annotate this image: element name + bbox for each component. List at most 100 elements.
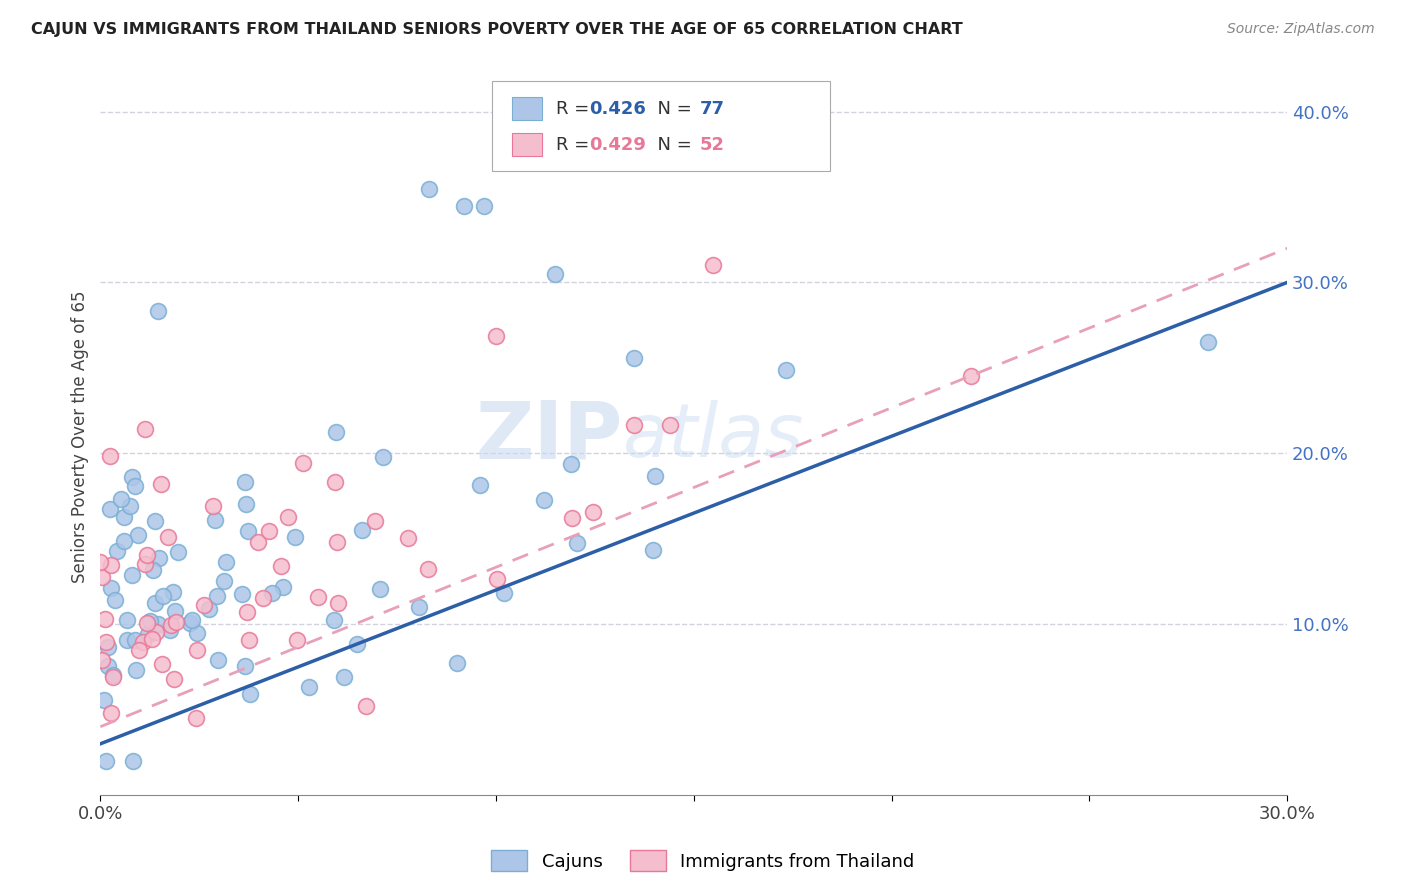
Point <box>141 632 163 646</box>
Point <box>658 417 681 432</box>
Point <box>238 524 260 539</box>
Point <box>702 259 724 273</box>
Point <box>181 613 204 627</box>
Point <box>90 570 112 584</box>
Point <box>94 612 117 626</box>
Point <box>201 500 224 514</box>
Point <box>284 530 307 544</box>
Text: R =: R = <box>555 100 595 118</box>
Point <box>193 598 215 612</box>
Point <box>326 535 349 549</box>
Point <box>485 328 508 343</box>
Point <box>231 587 253 601</box>
Text: 52: 52 <box>700 136 724 154</box>
Point <box>104 592 127 607</box>
FancyBboxPatch shape <box>512 134 541 156</box>
Point <box>453 198 475 212</box>
Point <box>246 534 269 549</box>
Point <box>565 535 588 549</box>
Legend: Cajuns, Immigrants from Thailand: Cajuns, Immigrants from Thailand <box>484 843 922 879</box>
Point <box>146 616 169 631</box>
Point <box>350 523 373 537</box>
Point <box>1197 335 1219 350</box>
Point <box>97 640 120 654</box>
Point <box>94 634 117 648</box>
Point <box>396 531 419 545</box>
Text: atlas: atlas <box>623 401 804 472</box>
Text: 0.426: 0.426 <box>589 100 647 118</box>
Point <box>121 568 143 582</box>
Point <box>132 635 155 649</box>
Point <box>252 591 274 605</box>
Point <box>368 582 391 597</box>
Point <box>560 511 582 525</box>
Point <box>184 711 207 725</box>
Point <box>204 512 226 526</box>
Point <box>90 653 112 667</box>
Text: N =: N = <box>647 100 697 118</box>
Point <box>371 450 394 464</box>
Point <box>486 572 509 586</box>
Text: Source: ZipAtlas.com: Source: ZipAtlas.com <box>1227 22 1375 37</box>
Point <box>446 656 468 670</box>
Text: ZIP: ZIP <box>475 397 623 475</box>
Point <box>101 668 124 682</box>
Point <box>236 605 259 619</box>
Point <box>128 643 150 657</box>
Point <box>136 626 159 640</box>
Point <box>98 502 121 516</box>
Point <box>418 181 440 195</box>
Point <box>262 585 284 599</box>
Point <box>179 616 201 631</box>
Point <box>533 492 555 507</box>
Point <box>100 558 122 572</box>
Point <box>416 562 439 576</box>
Point <box>115 633 138 648</box>
Point <box>544 267 567 281</box>
Point <box>97 659 120 673</box>
Point <box>560 458 582 472</box>
Point <box>259 524 281 538</box>
Point <box>307 590 329 604</box>
Point <box>287 633 309 648</box>
Point <box>775 363 797 377</box>
Point <box>143 596 166 610</box>
Point <box>146 303 169 318</box>
Point <box>141 563 163 577</box>
Point <box>100 581 122 595</box>
Point <box>959 369 981 384</box>
Point <box>145 624 167 639</box>
Point <box>472 198 495 212</box>
Point <box>167 544 190 558</box>
Point <box>98 449 121 463</box>
Point <box>328 596 350 610</box>
Point <box>186 643 208 657</box>
Point <box>100 706 122 721</box>
Point <box>197 602 219 616</box>
Point <box>118 499 141 513</box>
Point <box>291 456 314 470</box>
Point <box>127 528 149 542</box>
Point <box>492 586 515 600</box>
Point <box>159 623 181 637</box>
Point <box>186 625 208 640</box>
Point <box>110 491 132 506</box>
Point <box>354 698 377 713</box>
Point <box>156 530 179 544</box>
Point <box>163 672 186 686</box>
Point <box>623 351 645 366</box>
Point <box>239 687 262 701</box>
Point <box>143 514 166 528</box>
Point <box>105 543 128 558</box>
FancyBboxPatch shape <box>512 97 541 120</box>
Point <box>323 475 346 489</box>
Point <box>148 551 170 566</box>
Point <box>121 470 143 484</box>
Text: 77: 77 <box>700 100 724 118</box>
Text: CAJUN VS IMMIGRANTS FROM THAILAND SENIORS POVERTY OVER THE AGE OF 65 CORRELATION: CAJUN VS IMMIGRANTS FROM THAILAND SENIOR… <box>31 22 963 37</box>
Point <box>134 422 156 436</box>
Point <box>582 505 605 519</box>
Point <box>233 475 256 489</box>
Y-axis label: Seniors Poverty Over the Age of 65: Seniors Poverty Over the Age of 65 <box>72 290 89 582</box>
Point <box>235 497 257 511</box>
